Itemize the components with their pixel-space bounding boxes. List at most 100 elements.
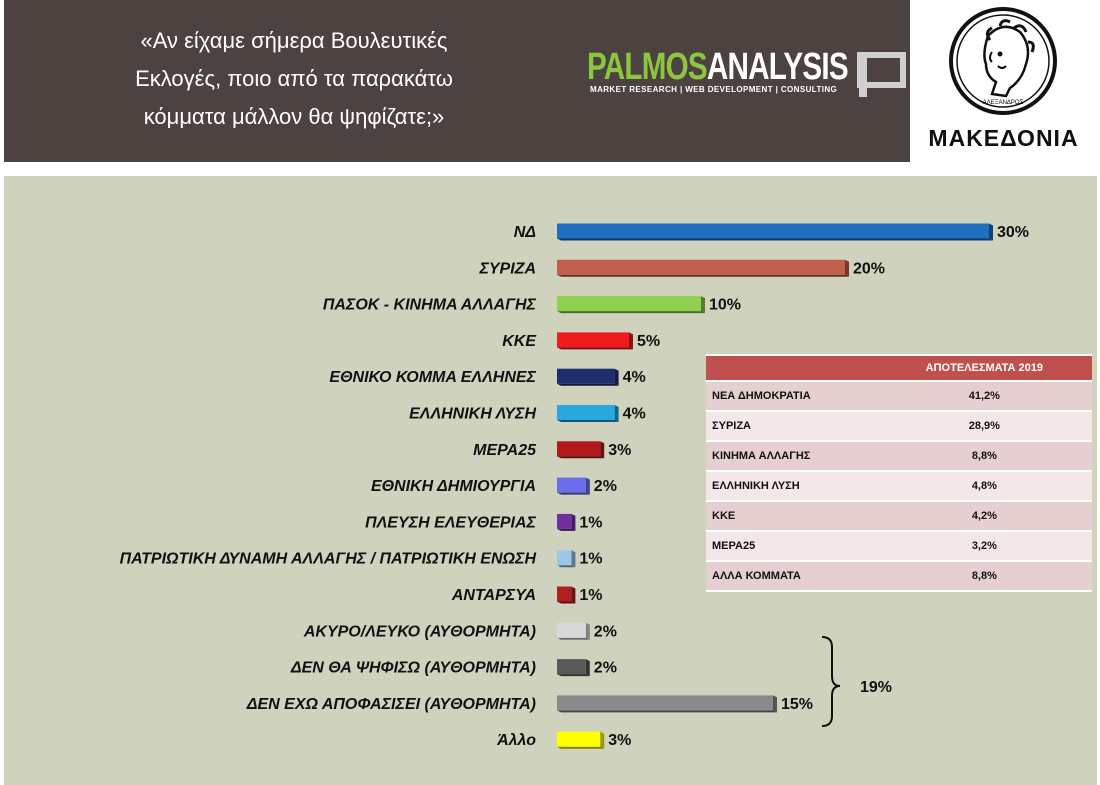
bar-group: ΕΘΝΙΚΟ ΚΟΜΜΑ ΕΛΛΗΝΕΣ 4% (329, 368, 646, 386)
value-label: 3% (608, 442, 631, 459)
brand-name: PALMOSANALYSIS (587, 46, 849, 88)
bar-side (571, 550, 576, 568)
bar-group: ΠΑΤΡΙΩΤΙΚΗ ΔΥΝΑΜΗ ΑΛΛΑΓΗΣ / ΠΑΤΡΙΩΤΙΚΗ Ε… (120, 550, 603, 568)
bar-side (585, 477, 590, 495)
value-label: 30% (997, 224, 1029, 241)
bar (557, 550, 572, 566)
bar-bottom (557, 274, 849, 277)
bar (557, 659, 586, 675)
bar-group: ΝΔ 30% (514, 223, 1029, 241)
table-cell-party: ΜΕΡΑ25 (706, 532, 877, 560)
brand-tagline: MARKET RESEARCH | WEB DEVELOPMENT | CONS… (590, 85, 838, 94)
value-label: 5% (637, 333, 660, 350)
bar (557, 695, 773, 711)
bar-bottom (557, 637, 590, 640)
category-label: Άλλο (496, 732, 536, 749)
table-cell-party: ΝΕΑ ΔΗΜΟΚΡΑΤΙΑ (706, 382, 877, 410)
curly-brace-icon (821, 636, 841, 727)
table-row: ΣΥΡΙΖΑ 28,9% (706, 412, 1092, 440)
bar-bottom (557, 565, 576, 568)
bar (557, 441, 601, 457)
table-row: ΑΛΛΑ ΚΟΜΜΑΤΑ 8,8% (706, 562, 1092, 590)
bar-bottom (557, 347, 633, 350)
bar-side (701, 296, 705, 314)
bar (557, 296, 701, 312)
table-cell-value: 8,8% (876, 442, 1092, 470)
bar-bottom (557, 674, 590, 677)
bar-group: ΕΛΛΗΝΙΚΗ ΛΥΣΗ 4% (409, 405, 646, 423)
bar (557, 477, 586, 493)
category-label: ΔΕΝ ΘΑ ΨΗΦΙΣΩ (ΑΥΘΟΡΜΗΤΑ) (290, 660, 536, 677)
table-cell-party: ΑΛΛΑ ΚΟΜΜΑΤΑ (706, 562, 877, 590)
table-cell-party: ΚΚΕ (706, 502, 877, 530)
bar-bottom (557, 456, 605, 459)
table-row: ΝΕΑ ΔΗΜΟΚΡΑΤΙΑ 41,2% (706, 382, 1092, 410)
brand-p-icon (857, 52, 906, 97)
question-line: κόμματα μάλλον θα ψηφίζατε;» (143, 104, 445, 129)
table-cell-party: ΚΙΝΗΜΑ ΑΛΛΑΓΗΣ (706, 442, 877, 470)
bar-side (845, 259, 849, 277)
bar-group: ΔΕΝ ΘΑ ΨΗΦΙΣΩ (ΑΥΘΟΡΜΗΤΑ) 2% (290, 659, 617, 677)
category-label: ΣΥΡΙΖΑ (478, 260, 536, 277)
table-row: ΜΕΡΑ25 3,2% (706, 532, 1092, 560)
bar-group: ΑΚΥΡΟ/ΛΕΥΚΟ (ΑΥΘΟΡΜΗΤΑ) 2% (303, 622, 617, 640)
value-label: 2% (594, 623, 617, 640)
bar-bottom (557, 311, 705, 314)
table-cell-value: 4,8% (876, 472, 1092, 500)
value-label: 15% (781, 696, 813, 713)
table-cell-party: ΕΛΛΗΝΙΚΗ ΛΥΣΗ (706, 472, 877, 500)
makedonia-logo: ΑΛΕΞΑΝΔΡΟΣ ΜΑΚΕΔΟΝΙΑ (910, 0, 1097, 162)
category-label: ΑΚΥΡΟ/ΛΕΥΚΟ (ΑΥΘΟΡΜΗΤΑ) (303, 623, 536, 640)
table-row: ΚΚΕ 4,2% (706, 502, 1092, 530)
table-header-cell: ΑΠΟΤΕΛΕΣΜΑΤΑ 2019 (876, 356, 1092, 380)
bar-bottom (557, 746, 605, 749)
survey-question: «Αν είχαμε σήμερα Βουλευτικές Εκλογές, π… (64, 22, 524, 136)
table-header-row: ΑΠΟΤΕΛΕΣΜΑΤΑ 2019 (706, 356, 1092, 380)
category-label: ΕΘΝΙΚΗ ΔΗΜΙΟΥΡΓΙΑ (371, 478, 536, 495)
value-label: 1% (579, 551, 602, 568)
chart-panel: ΝΔ 30% ΣΥΡΙΖΑ 20% ΠΑΣΟΚ - ΚΙΝΗΜΑ ΑΛΛΑΓΗΣ 10% Κ… (4, 176, 1097, 785)
bar-group: ΣΥΡΙΖΑ 20% (478, 259, 885, 277)
table-cell-value: 8,8% (876, 562, 1092, 590)
bar-side (629, 332, 633, 350)
table-header-cell (706, 356, 877, 380)
bar-group: ΔΕΝ ΕΧΩ ΑΠΟΦΑΣΙΣΕΙ (ΑΥΘΟΡΜΗΤΑ) 15% (246, 695, 813, 713)
bar-group: ΕΘΝΙΚΗ ΔΗΜΙΟΥΡΓΙΑ 2% (371, 477, 617, 495)
question-line: Εκλογές, ποιο από τα παρακάτω (135, 66, 453, 91)
bar-group: ΠΛΕΥΣΗ ΕΛΕΥΘΕΡΙΑΣ 1% (365, 513, 603, 531)
table-row: ΚΙΝΗΜΑ ΑΛΛΑΓΗΣ 8,8% (706, 442, 1092, 470)
group-brace: 19% (821, 636, 892, 727)
bar (557, 223, 989, 239)
bar-bottom (557, 601, 576, 604)
table-cell-value: 3,2% (876, 532, 1092, 560)
results-2019-table: ΑΠΟΤΕΛΕΣΜΑΤΑ 2019 ΝΕΑ ΔΗΜΟΚΡΑΤΙΑ 41,2% Σ… (706, 354, 1092, 592)
value-label: 4% (623, 369, 646, 386)
bar-bottom (557, 383, 619, 386)
table-cell-party: ΣΥΡΙΖΑ (706, 412, 877, 440)
category-label: ΚΚΕ (502, 333, 537, 350)
question-line: «Αν είχαμε σήμερα Βουλευτικές (140, 28, 448, 53)
bar-bottom (557, 492, 590, 495)
bar-group: ΑΝΤΑΡΣΥΑ 1% (451, 586, 603, 604)
bar-group: ΚΚΕ 5% (502, 332, 660, 350)
brand-name-first: PALMOS (587, 46, 708, 88)
bar-side (585, 622, 590, 640)
bar (557, 586, 572, 602)
value-label: 2% (594, 660, 617, 677)
bar-side (585, 659, 590, 677)
category-label: ΔΕΝ ΕΧΩ ΑΠΟΦΑΣΙΣΕΙ (ΑΥΘΟΡΜΗΤΑ) (246, 696, 536, 713)
alexander-coin-icon: ΑΛΕΞΑΝΔΡΟΣ (949, 7, 1057, 115)
bar (557, 731, 601, 747)
value-label: 1% (579, 587, 602, 604)
palmos-analysis-logo: PALMOSANALYSIS MARKET RESEARCH | WEB DEV… (587, 46, 917, 106)
bar-side (614, 368, 619, 386)
value-label: 20% (853, 260, 885, 277)
table-cell-value: 4,2% (876, 502, 1092, 530)
bar (557, 259, 845, 275)
category-label: ΠΑΤΡΙΩΤΙΚΗ ΔΥΝΑΜΗ ΑΛΛΑΓΗΣ / ΠΑΤΡΙΩΤΙΚΗ Ε… (120, 551, 537, 568)
category-label: ΕΘΝΙΚΟ ΚΟΜΜΑ ΕΛΛΗΝΕΣ (329, 369, 536, 386)
bar-side (989, 223, 993, 241)
table-row: ΕΛΛΗΝΙΚΗ ΛΥΣΗ 4,8% (706, 472, 1092, 500)
category-label: ΜΕΡΑ25 (473, 442, 537, 459)
value-label: 3% (608, 732, 631, 749)
